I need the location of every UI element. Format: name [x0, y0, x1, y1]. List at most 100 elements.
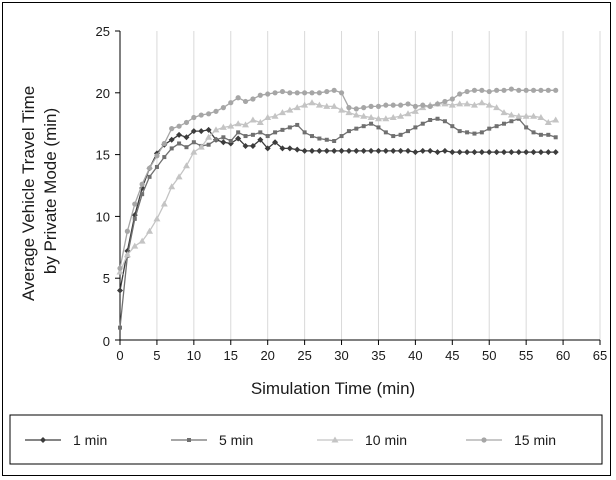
data-point: [515, 112, 523, 119]
data-point: [553, 87, 559, 93]
x-tick-label: 30: [334, 348, 348, 363]
data-point: [205, 133, 213, 140]
data-point: [117, 265, 123, 271]
data-point: [457, 129, 462, 134]
data-point: [501, 149, 507, 156]
data-point: [346, 105, 352, 111]
data-point: [374, 115, 382, 122]
data-point: [264, 114, 272, 121]
data-point: [309, 147, 315, 154]
series-line: [119, 88, 556, 269]
data-point: [544, 118, 552, 125]
data-point: [279, 145, 286, 152]
data-point: [234, 120, 242, 127]
x-tick-label: 55: [519, 348, 533, 363]
data-point: [168, 183, 176, 190]
data-point: [472, 131, 477, 136]
data-point: [456, 100, 464, 107]
data-point: [139, 181, 145, 187]
data-point: [206, 111, 212, 117]
data-point: [177, 141, 182, 146]
data-point: [182, 162, 190, 169]
y-axis-title: Average Vehicle Travel Time by Private M…: [19, 81, 60, 301]
data-point: [367, 114, 375, 121]
data-point: [478, 99, 486, 106]
data-point: [553, 135, 558, 140]
data-point: [382, 147, 389, 154]
data-point: [235, 95, 241, 101]
data-point: [354, 126, 359, 131]
data-point: [169, 146, 174, 151]
data-point: [493, 149, 500, 156]
data-point: [279, 88, 286, 95]
data-point: [258, 130, 263, 135]
data-point: [249, 142, 256, 149]
data-point: [168, 136, 175, 143]
data-point: [273, 130, 278, 135]
data-point: [235, 135, 242, 142]
data-point: [398, 102, 404, 108]
data-point: [161, 140, 167, 147]
data-point: [212, 126, 220, 133]
data-point: [405, 147, 411, 154]
data-point: [124, 228, 130, 234]
legend-item: 5 min: [171, 432, 253, 448]
data-point: [191, 114, 197, 121]
data-point: [463, 100, 471, 107]
x-axis-title: Simulation Time (min): [251, 379, 415, 398]
data-point: [197, 143, 205, 150]
data-point: [375, 103, 382, 109]
legend-item: 10 min: [317, 432, 407, 448]
data-point: [280, 127, 285, 132]
data-point: [316, 147, 323, 154]
data-point: [272, 139, 279, 146]
legend-item: 15 min: [466, 432, 556, 448]
data-point: [360, 147, 367, 154]
data-point: [397, 147, 404, 154]
data-point: [427, 103, 433, 109]
data-point: [420, 121, 425, 126]
data-point: [147, 174, 152, 179]
data-point: [256, 118, 264, 125]
data-point: [191, 140, 196, 145]
legend-marker: [331, 436, 339, 443]
data-point: [287, 125, 292, 130]
y-tick-label: 15: [96, 148, 110, 163]
data-point: [537, 149, 544, 156]
chart-frame: 0 5 10 15 20 25 30 35 40 45 50 55 60 65 0 5 10 15 20 25 Si…: [2, 2, 611, 476]
data-point: [538, 87, 544, 93]
legend-label: 1 min: [73, 432, 107, 448]
data-point: [242, 121, 250, 128]
data-point: [228, 100, 234, 106]
data-point: [213, 108, 219, 114]
data-point: [537, 114, 545, 121]
x-tick-label: 45: [445, 348, 459, 363]
data-point: [190, 128, 197, 135]
data-point: [206, 142, 211, 147]
data-point: [242, 98, 249, 105]
data-point: [236, 130, 241, 135]
series-lines: [116, 86, 560, 330]
data-point: [132, 216, 137, 221]
data-point: [442, 98, 448, 105]
data-point: [301, 147, 308, 154]
data-point: [352, 111, 360, 118]
data-point: [265, 134, 270, 139]
legend-marker: [481, 437, 487, 443]
data-point: [183, 119, 190, 126]
data-point: [265, 91, 271, 97]
x-tick-labels: 0 5 10 15 20 25 30 35 40 45 50 55 60 65: [116, 348, 607, 363]
data-point: [220, 105, 226, 111]
data-point: [427, 147, 434, 154]
data-point: [324, 137, 329, 142]
data-point: [309, 90, 315, 96]
data-point: [375, 147, 382, 154]
data-point: [552, 149, 559, 156]
series-10-min: [116, 99, 560, 275]
data-point: [242, 142, 249, 149]
data-point: [302, 130, 307, 135]
data-point: [220, 139, 227, 146]
data-point: [249, 116, 257, 123]
data-point: [479, 130, 484, 135]
data-point: [522, 112, 530, 119]
